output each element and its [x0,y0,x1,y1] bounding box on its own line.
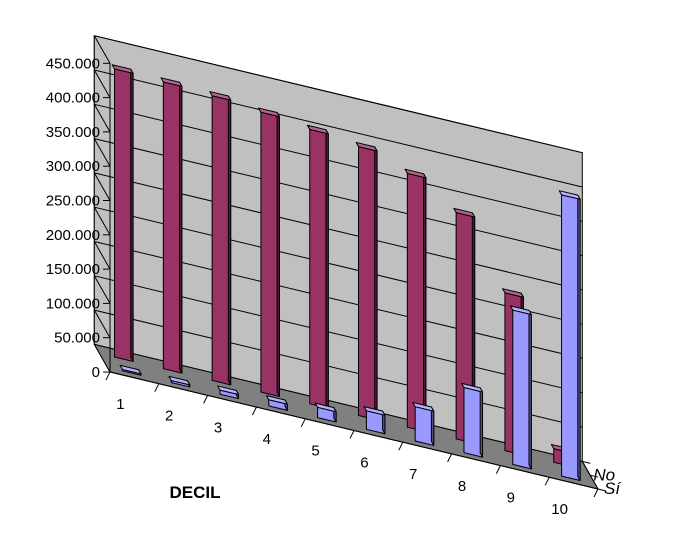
bar-side-face [374,146,378,421]
x-axis-title: DECIL [170,483,221,502]
bar-Sí-9 [509,305,532,470]
category-label: 10 [551,501,568,518]
bar-top-face [314,402,337,413]
bar-No-1 [111,64,134,362]
bar-Sí-4 [265,395,288,411]
series-label: No [593,465,615,484]
bar-side-face [325,129,329,409]
y-tick-label: 400.000 [46,90,100,107]
gridline [93,275,111,304]
bar-top-face [461,382,484,393]
bar-top-face [258,107,280,118]
bar-top-face [306,124,329,135]
bar-side-face [276,112,280,398]
bar-Sí-7 [412,402,435,446]
category-label: 4 [263,431,271,448]
y-tick-label: 100.000 [46,295,100,312]
bar-No-3 [209,91,232,386]
bar-top-face [355,141,378,152]
bar-side-face [227,95,232,386]
bar-top-face [453,207,476,218]
bar-top-face [119,364,142,375]
bar-Sí-2 [168,375,191,388]
category-label: 8 [458,478,466,495]
bar-Sí-5 [314,402,337,423]
bar-side-face [430,406,435,446]
y-tick-label: 350.000 [46,124,100,141]
bar-side-face [528,309,532,470]
category-label: 5 [311,443,319,460]
x-tick [300,418,306,428]
x-tick [544,477,550,486]
bar-Sí-8 [461,382,484,458]
bar-No-6 [355,141,378,421]
gridline [93,172,111,201]
gridline [94,35,583,154]
category-label: 7 [409,466,417,483]
y-tick-label: 50.000 [54,330,100,347]
x-tick [203,395,209,404]
category-label: 9 [507,489,515,506]
x-tick [447,453,453,463]
bar-top-face [111,64,134,74]
bar-Sí-6 [363,406,386,435]
bar-top-face [412,402,435,412]
gridline [93,241,111,270]
bar-top-face [404,168,427,179]
bar-top-face [558,190,581,200]
category-label: 6 [360,454,368,471]
x-tick [251,406,257,416]
y-tick-label: 150.000 [46,261,100,278]
bar-side-face [577,194,581,482]
depth-tick [582,460,591,464]
x-tick [398,441,404,451]
x-tick [154,383,160,392]
bar-side-face [423,173,427,433]
y-tick-label: 0 [92,364,100,381]
x-tick [349,430,355,439]
gridline [93,69,111,98]
bar-top-face [209,91,232,101]
gridline [93,138,111,167]
bar-No-4 [258,107,280,398]
category-label: 2 [165,408,173,425]
bar-No-2 [160,77,183,374]
y-tick-label: 450.000 [46,55,100,72]
bar-top-face [160,77,183,87]
depth-tick [597,488,607,492]
bar-side-face [179,81,183,374]
bar-No-7 [404,168,427,433]
gridline [93,35,111,64]
bar-Sí-10 [558,190,581,482]
category-label: 3 [214,419,222,436]
y-tick-label: 200.000 [46,227,100,244]
gridline [93,104,111,133]
gridline [93,309,111,338]
category-label: 1 [116,396,124,413]
bar-top-face [502,288,524,298]
y-tick-label: 250.000 [46,193,100,210]
bar-side-face [479,387,484,458]
x-tick [593,488,599,498]
depth-tick [590,474,599,478]
bar-No-5 [306,124,329,409]
series-label: Sí [604,479,622,498]
gridline [93,206,111,236]
bar-Sí-3 [217,385,240,400]
bar-side-face [130,68,134,362]
bar-Sí-1 [119,364,142,376]
bar-top-face [168,375,191,386]
bar-top-face [363,406,386,416]
bar-top-face [509,305,532,315]
bar-top-face [217,385,240,396]
y-tick-label: 300.000 [46,158,100,175]
bar-top-face [265,395,288,405]
x-tick [105,371,111,381]
x-tick [495,465,501,474]
